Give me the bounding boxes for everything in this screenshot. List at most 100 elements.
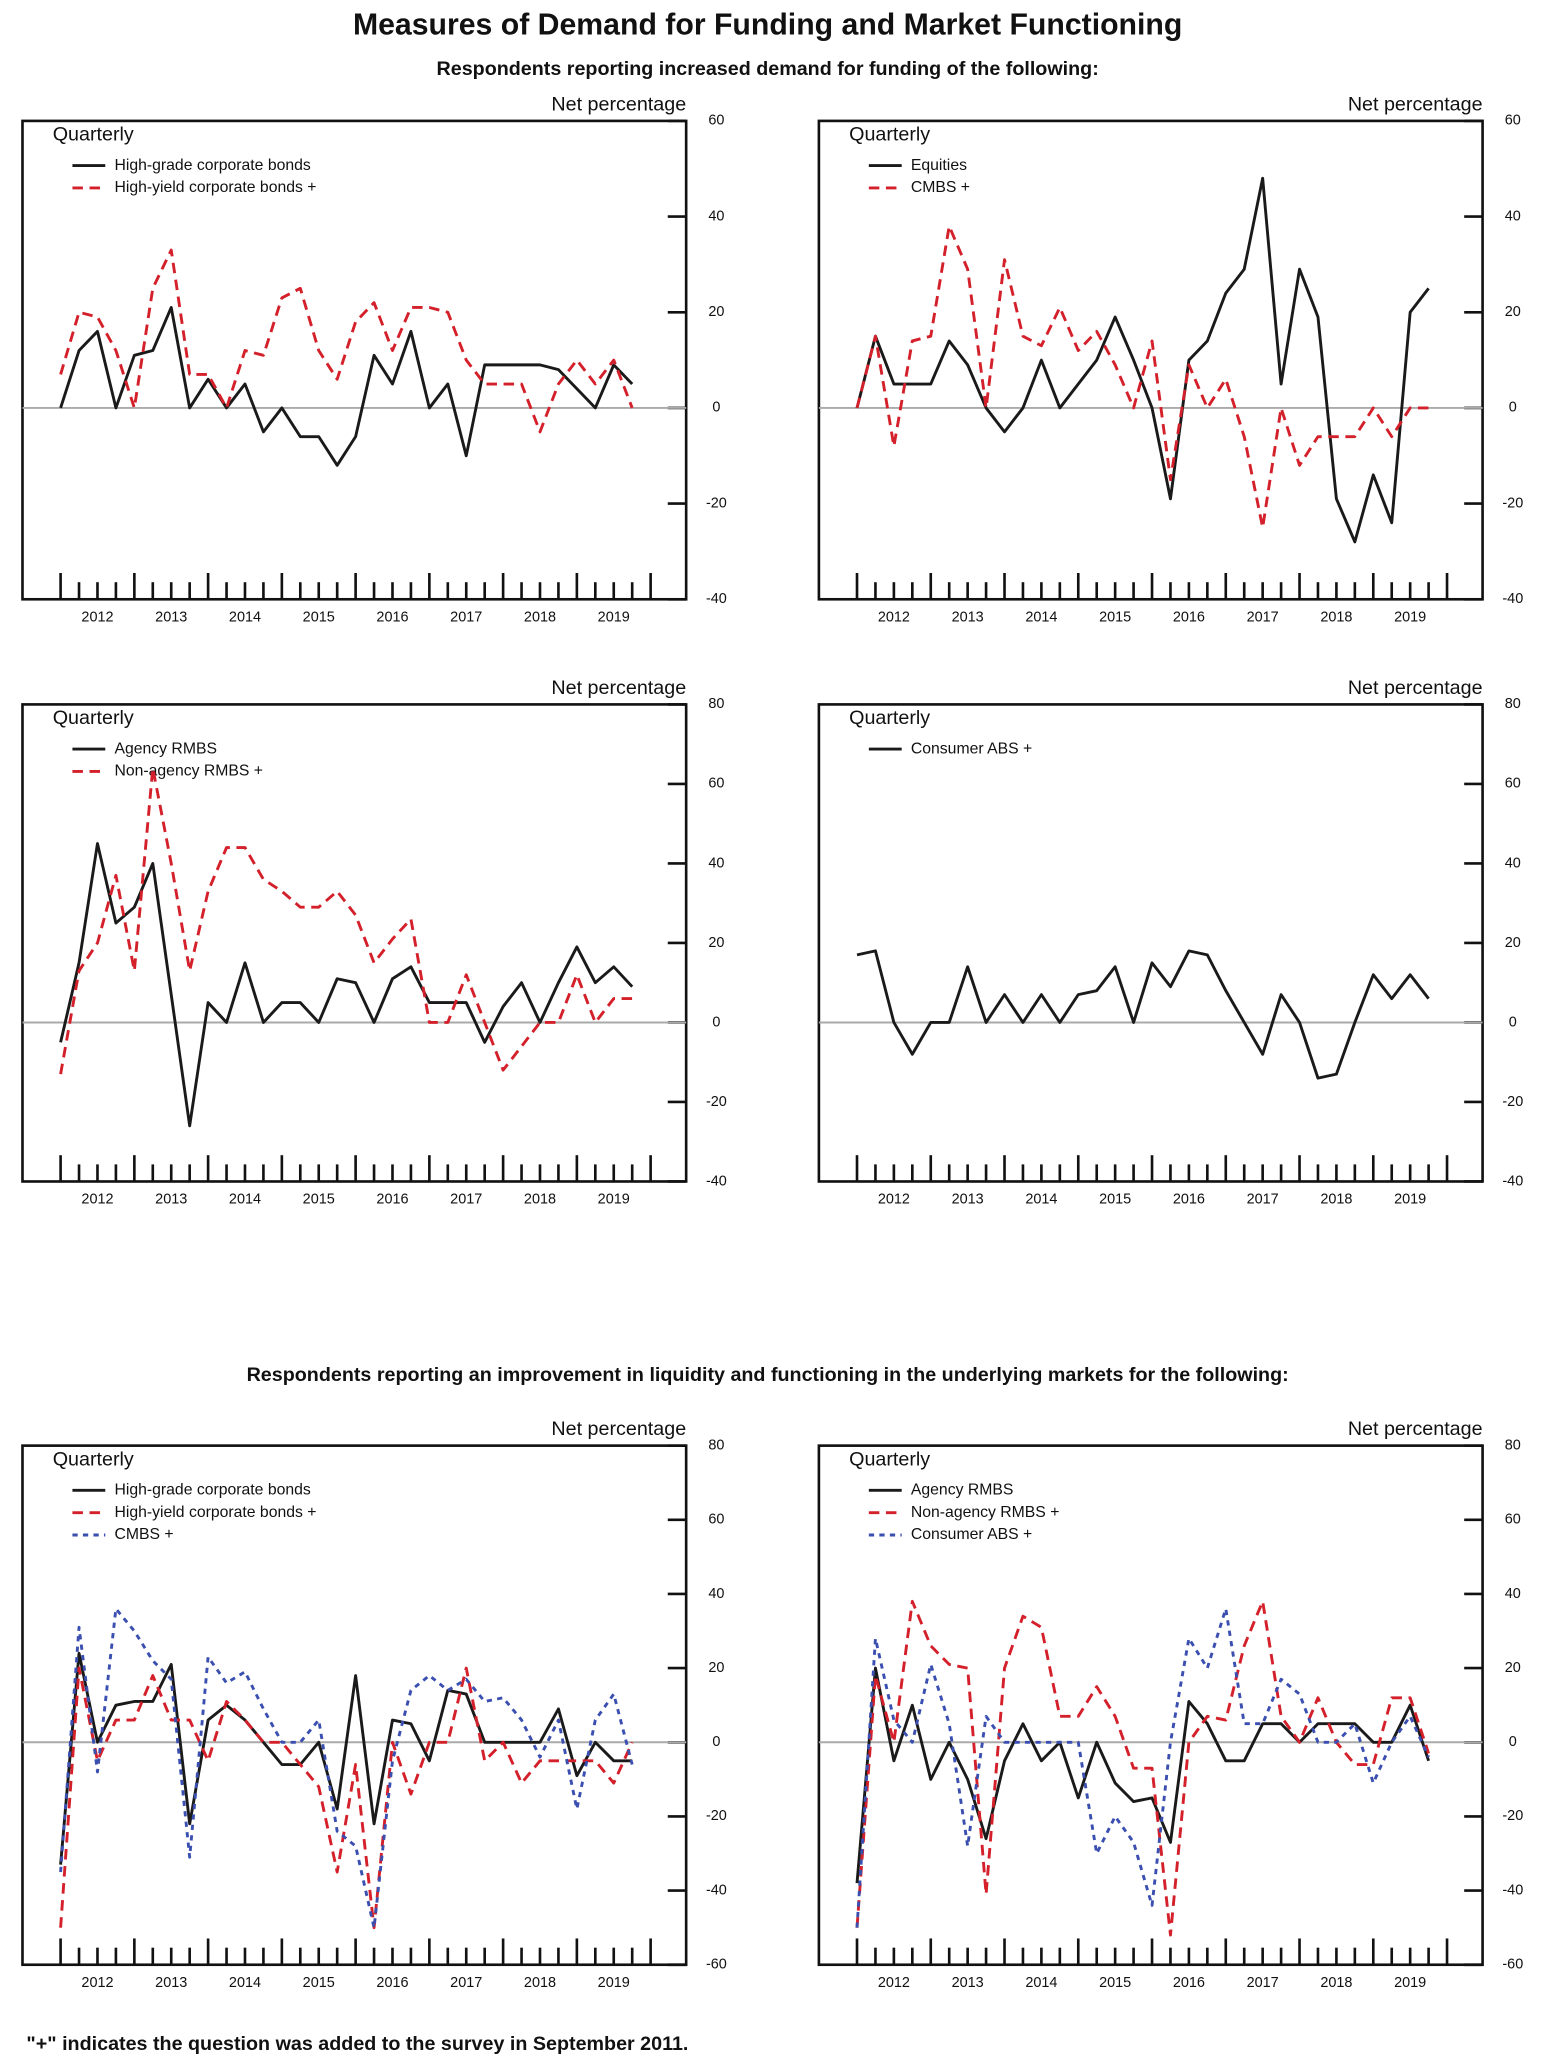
data-line	[59, 766, 633, 1075]
y-tick-label: 40	[1505, 1586, 1521, 1602]
y-tick-label: 20	[1505, 935, 1521, 951]
legend-label: Non-agency RMBS +	[114, 763, 263, 780]
y-tick-label: -20	[706, 495, 727, 511]
y-tick-label: 0	[1509, 1014, 1517, 1030]
x-tick-label: 2014	[1025, 1975, 1057, 1991]
frequency-label: Quarterly	[53, 124, 134, 146]
x-tick-label: 2019	[598, 609, 630, 625]
legend-label: Agency RMBS	[114, 740, 217, 757]
axis-title: Net percentage	[551, 93, 686, 115]
axis-title: Net percentage	[551, 677, 686, 699]
data-line	[59, 1651, 633, 1865]
legend-label: High-grade corporate bonds	[114, 157, 310, 174]
axis-title: Net percentage	[551, 1418, 686, 1440]
x-tick-label: 2012	[878, 1192, 910, 1208]
x-tick-label: 2013	[952, 609, 984, 625]
x-tick-label: 2012	[81, 609, 113, 625]
data-line	[59, 842, 634, 1128]
x-tick-label: 2016	[376, 609, 408, 625]
x-tick-label: 2013	[155, 1192, 187, 1208]
frequency-label: Quarterly	[849, 1448, 930, 1470]
legend-label: Agency RMBS	[911, 1481, 1014, 1498]
x-tick-label: 2013	[952, 1975, 984, 1991]
y-tick-label: -40	[1502, 1882, 1523, 1898]
y-tick-label: 60	[708, 113, 724, 129]
x-tick-label: 2018	[1320, 609, 1352, 625]
y-tick-label: 0	[712, 1734, 720, 1750]
x-tick-label: 2019	[1394, 1975, 1426, 1991]
x-tick-label: 2017	[1247, 1192, 1279, 1208]
axis-title: Net percentage	[1348, 677, 1483, 699]
y-tick-label: 80	[1505, 696, 1521, 712]
data-line	[855, 1607, 1430, 1928]
legend-label: CMBS +	[114, 1526, 173, 1543]
legend-label: Non-agency RMBS +	[911, 1504, 1060, 1521]
x-tick-label: 2015	[1099, 1192, 1131, 1208]
y-tick-label: 40	[708, 1586, 724, 1602]
x-tick-label: 2017	[450, 1192, 482, 1208]
x-tick-label: 2012	[878, 1975, 910, 1991]
y-tick-label: 20	[708, 935, 724, 951]
y-tick-label: 20	[1505, 1660, 1521, 1676]
x-tick-label: 2016	[1173, 1192, 1205, 1208]
x-tick-label: 2016	[1173, 609, 1205, 625]
legend-label: CMBS +	[911, 179, 970, 196]
y-tick-label: 60	[708, 776, 724, 792]
x-tick-label: 2012	[878, 609, 910, 625]
y-tick-label: -40	[1502, 1173, 1523, 1189]
data-line	[59, 1607, 634, 1930]
title: Measures of Demand for Funding and Marke…	[353, 8, 1182, 41]
legend-label: High-yield corporate bonds +	[114, 1504, 316, 1521]
subtitle: Respondents reporting increased demand f…	[437, 58, 1099, 80]
y-tick-label: 80	[708, 1437, 724, 1453]
x-tick-label: 2014	[1025, 1192, 1057, 1208]
legend-label: High-grade corporate bonds	[114, 1481, 310, 1498]
subtitle: Respondents reporting an improvement in …	[247, 1364, 1289, 1386]
x-tick-label: 2015	[303, 1192, 335, 1208]
y-tick-label: 20	[708, 304, 724, 320]
x-tick-label: 2017	[1247, 1975, 1279, 1991]
x-tick-label: 2019	[598, 1975, 630, 1991]
x-tick-label: 2013	[952, 1192, 984, 1208]
footnote: "+" indicates the question was added to …	[26, 2033, 688, 2055]
x-tick-label: 2019	[598, 1192, 630, 1208]
y-tick-label: 60	[1505, 1512, 1521, 1528]
x-tick-label: 2012	[81, 1192, 113, 1208]
y-tick-label: 40	[1505, 855, 1521, 871]
y-tick-label: 40	[708, 208, 724, 224]
data-line	[59, 248, 634, 434]
x-tick-label: 2015	[1099, 1975, 1131, 1991]
x-tick-label: 2018	[524, 1975, 556, 1991]
data-line	[59, 1666, 634, 1930]
y-tick-label: 0	[712, 1014, 720, 1030]
x-tick-label: 2014	[229, 1975, 261, 1991]
y-tick-label: 40	[1505, 208, 1521, 224]
legend-label: Consumer ABS +	[911, 740, 1032, 757]
y-tick-label: -20	[706, 1808, 727, 1824]
x-tick-label: 2016	[376, 1975, 408, 1991]
y-tick-label: 80	[708, 696, 724, 712]
y-tick-label: -20	[1502, 495, 1523, 511]
y-tick-label: 60	[1505, 113, 1521, 129]
frequency-label: Quarterly	[849, 124, 930, 146]
x-tick-label: 2012	[81, 1975, 113, 1991]
y-tick-label: 0	[712, 400, 720, 416]
y-tick-label: -40	[706, 591, 727, 607]
x-tick-label: 2014	[229, 609, 261, 625]
y-tick-label: 60	[708, 1512, 724, 1528]
y-tick-label: 40	[708, 855, 724, 871]
data-line	[856, 949, 1430, 1080]
x-tick-label: 2017	[1247, 609, 1279, 625]
x-tick-label: 2017	[450, 609, 482, 625]
legend-label: Consumer ABS +	[911, 1526, 1032, 1543]
y-tick-label: -20	[1502, 1808, 1523, 1824]
x-tick-label: 2014	[229, 1192, 261, 1208]
x-tick-label: 2018	[524, 609, 556, 625]
data-line	[855, 176, 1430, 544]
y-tick-label: 20	[1505, 304, 1521, 320]
x-tick-label: 2018	[524, 1192, 556, 1208]
x-tick-label: 2013	[155, 1975, 187, 1991]
x-tick-label: 2019	[1394, 609, 1426, 625]
